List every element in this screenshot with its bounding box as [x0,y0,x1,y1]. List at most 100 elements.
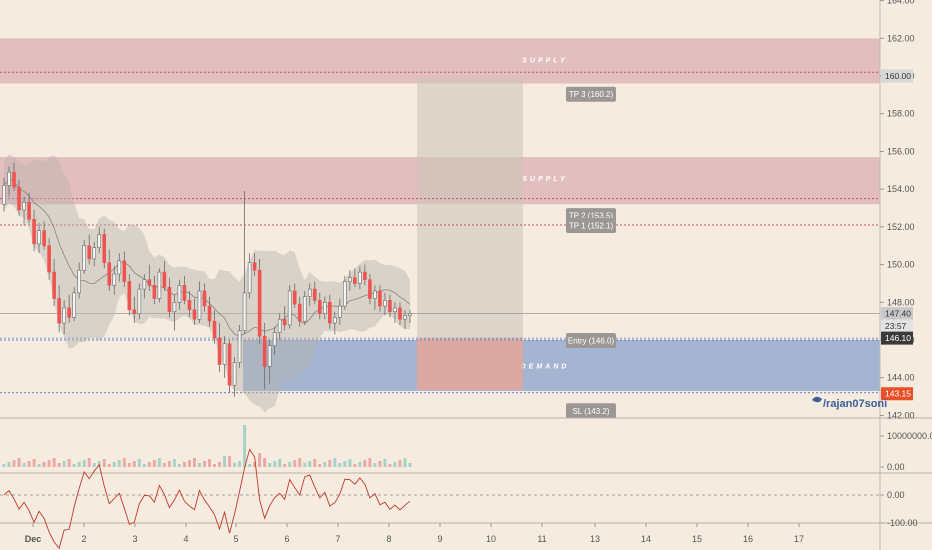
candle [232,356,237,397]
candle-body-down [12,171,16,188]
candle-body-up [237,330,242,363]
time-tick-label: 6 [284,534,289,544]
volume-bar [27,461,31,467]
badge-entry-text: 146.10 [885,333,911,343]
volume-bar [273,461,277,467]
candle [343,275,347,310]
candle [117,253,122,282]
tp3-level-callout-text: TP 3 (160.2) [569,90,614,99]
volume-bar [323,462,327,467]
volume-bar [238,461,242,467]
candle [237,324,242,369]
candle-body-up [322,301,327,314]
twitter-bird-icon [812,396,822,403]
candle [167,277,172,318]
candle-body-down [262,335,267,367]
volume-bar [117,460,121,467]
badge-sl[interactable] [881,387,913,401]
candle [52,258,56,307]
candle [242,191,247,335]
candle [162,260,167,291]
volume-bar [243,425,247,467]
volume-bar [167,461,171,467]
volume-bar [137,459,141,467]
candle-body-up [302,296,307,322]
price-tick-label: 158.00 [887,109,915,119]
candle-body-down [87,245,92,260]
candle [272,326,277,356]
candle [338,298,342,325]
candle [137,283,142,320]
candle [102,228,107,269]
badge-last[interactable] [881,307,913,321]
volume-bar [233,463,237,467]
candle [37,223,41,254]
candle [192,298,197,325]
candle [77,262,81,299]
candle [363,264,367,286]
candle [157,268,162,303]
candles [2,162,412,397]
lower-panes: 10000000.00 0.00 0.00 -100.00 [0,417,932,550]
candle-body-up [333,317,337,324]
candle-body-up [373,290,377,299]
time-tick-label: 7 [335,534,340,544]
price-tick-label: 142.00 [887,410,915,420]
candle [197,281,202,324]
demand-zone-label: DEMAND [521,363,570,370]
candle-body-down [257,269,262,337]
price-tick-label: 148.00 [887,297,915,307]
candle [187,290,192,318]
candle-body-up [117,260,122,275]
candle [82,240,86,274]
candle [292,283,297,308]
candle [72,287,76,322]
candle-body-down [328,301,332,324]
candle-body-up [287,290,292,326]
badge-entry[interactable] [881,331,913,345]
candle [312,281,317,305]
candle [112,266,117,295]
price-axis[interactable]: 164.00 162.00 160.00 158.00 156.00 154.00 152.… [879,0,915,550]
volume-bar [383,459,387,467]
time-axis[interactable]: Dec 2 3 4 5 6 7 8 9 10 11 13 14 15 16 17 [25,523,804,544]
profit-box[interactable] [417,78,523,338]
candle [92,241,97,267]
candle [32,209,36,252]
volume-bar [187,460,191,467]
candle [358,266,362,290]
candle [17,179,21,216]
candle [142,274,147,299]
candle-body-down [147,279,152,286]
demand-zone [243,340,880,391]
badge-tp3[interactable] [881,69,913,83]
volume-bar [152,460,156,467]
candle-body-up [172,301,177,313]
candle [182,275,187,305]
candle [207,296,212,327]
candle [328,294,332,329]
candle-body-up [383,300,387,307]
volume-bar [283,464,287,467]
badge-timer[interactable] [881,319,913,333]
candle [7,166,11,197]
candle [227,340,232,393]
volume-bar [162,463,166,467]
volume-bar [363,460,367,467]
volume-bar [122,458,126,467]
candle-body-down [57,298,61,324]
candle-body-up [77,269,81,294]
candle [62,300,66,335]
time-tick-label: 17 [794,534,804,544]
risk-reward-tool[interactable] [417,78,523,390]
volume-bar [213,464,217,467]
loss-box[interactable] [417,338,523,390]
candle [393,302,397,324]
candle-body-down [398,307,402,320]
supply-zone-lower-label: SUPPLY [522,176,568,183]
volume-bar [268,463,272,467]
volume-bar [67,459,71,467]
candle-body-down [252,262,257,271]
candle [388,294,392,318]
